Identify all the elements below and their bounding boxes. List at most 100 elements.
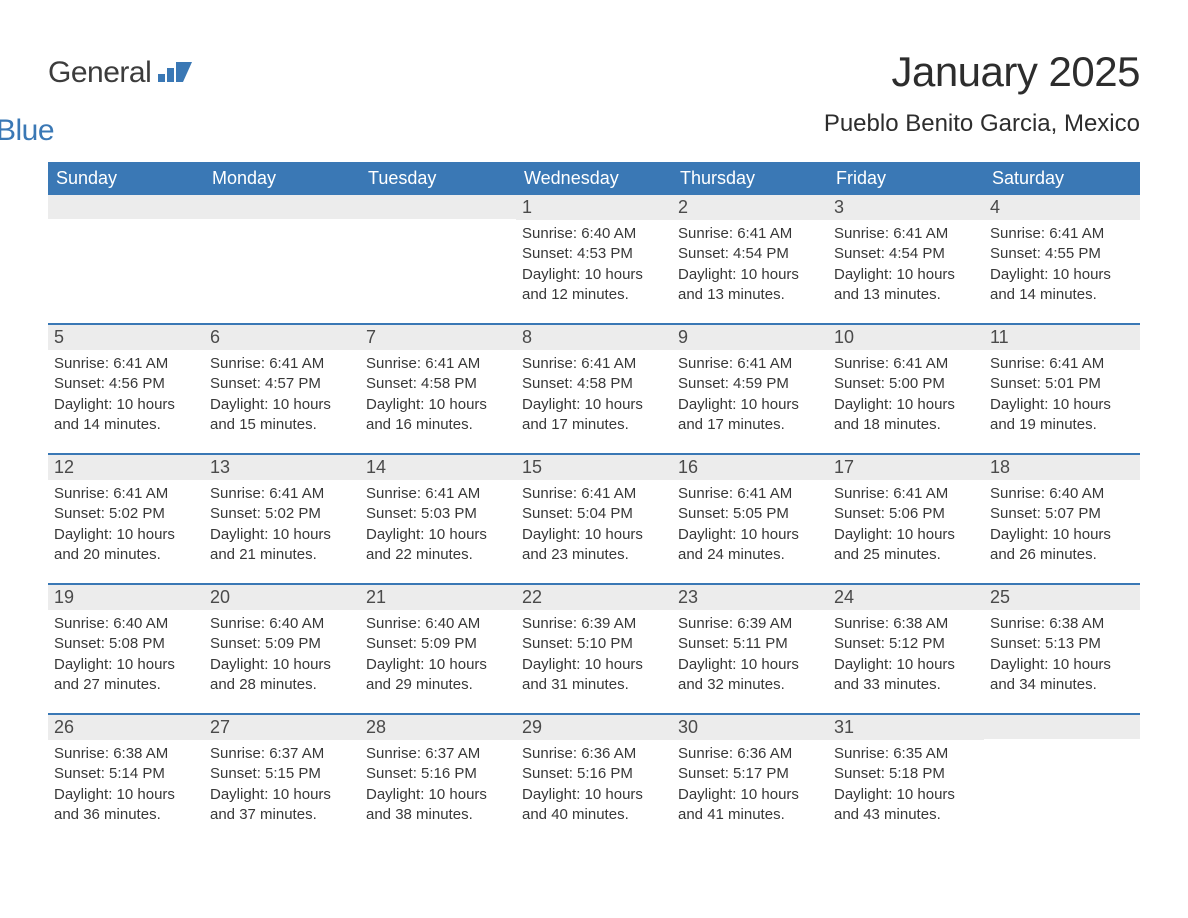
day-details: Sunrise: 6:41 AMSunset: 5:03 PMDaylight:… [360,480,516,569]
daylight-text: Daylight: 10 hours and 14 minutes. [54,395,198,436]
day-cell: 24Sunrise: 6:38 AMSunset: 5:12 PMDayligh… [828,585,984,713]
logo-text-general: General [48,56,151,89]
day-number: 31 [828,715,984,740]
day-cell: 8Sunrise: 6:41 AMSunset: 4:58 PMDaylight… [516,325,672,453]
day-cell [48,195,204,323]
sunrise-text: Sunrise: 6:41 AM [678,484,822,504]
sunrise-text: Sunrise: 6:41 AM [990,224,1134,244]
sunset-text: Sunset: 5:08 PM [54,634,198,654]
day-details: Sunrise: 6:37 AMSunset: 5:16 PMDaylight:… [360,740,516,829]
daylight-text: Daylight: 10 hours and 36 minutes. [54,785,198,826]
day-details: Sunrise: 6:41 AMSunset: 4:58 PMDaylight:… [516,350,672,439]
daylight-text: Daylight: 10 hours and 31 minutes. [522,655,666,696]
sunset-text: Sunset: 5:02 PM [54,504,198,524]
dayhead-wednesday: Wednesday [516,162,672,195]
day-number: 21 [360,585,516,610]
logo-line1: General [48,56,192,90]
sunrise-text: Sunrise: 6:38 AM [834,614,978,634]
day-number: 23 [672,585,828,610]
sunrise-text: Sunrise: 6:41 AM [834,224,978,244]
day-cell [204,195,360,323]
day-header-row: Sunday Monday Tuesday Wednesday Thursday… [48,162,1140,195]
day-details: Sunrise: 6:40 AMSunset: 5:09 PMDaylight:… [360,610,516,699]
day-cell: 1Sunrise: 6:40 AMSunset: 4:53 PMDaylight… [516,195,672,323]
day-cell: 26Sunrise: 6:38 AMSunset: 5:14 PMDayligh… [48,715,204,843]
day-cell: 19Sunrise: 6:40 AMSunset: 5:08 PMDayligh… [48,585,204,713]
day-cell: 27Sunrise: 6:37 AMSunset: 5:15 PMDayligh… [204,715,360,843]
daylight-text: Daylight: 10 hours and 38 minutes. [366,785,510,826]
day-number: 4 [984,195,1140,220]
daylight-text: Daylight: 10 hours and 14 minutes. [990,265,1134,306]
sunset-text: Sunset: 5:07 PM [990,504,1134,524]
day-cell: 16Sunrise: 6:41 AMSunset: 5:05 PMDayligh… [672,455,828,583]
logo-text-blue: Blue [0,114,192,148]
sunset-text: Sunset: 5:15 PM [210,764,354,784]
sunrise-text: Sunrise: 6:38 AM [54,744,198,764]
day-cell: 12Sunrise: 6:41 AMSunset: 5:02 PMDayligh… [48,455,204,583]
sunset-text: Sunset: 5:03 PM [366,504,510,524]
day-number: 13 [204,455,360,480]
sunrise-text: Sunrise: 6:41 AM [678,354,822,374]
sunrise-text: Sunrise: 6:41 AM [366,354,510,374]
weeks-container: 1Sunrise: 6:40 AMSunset: 4:53 PMDaylight… [48,195,1140,843]
sunrise-text: Sunrise: 6:41 AM [522,354,666,374]
day-number: 7 [360,325,516,350]
daylight-text: Daylight: 10 hours and 33 minutes. [834,655,978,696]
day-cell: 7Sunrise: 6:41 AMSunset: 4:58 PMDaylight… [360,325,516,453]
day-number: 2 [672,195,828,220]
daylight-text: Daylight: 10 hours and 27 minutes. [54,655,198,696]
day-number: 14 [360,455,516,480]
sunrise-text: Sunrise: 6:41 AM [54,484,198,504]
day-cell: 18Sunrise: 6:40 AMSunset: 5:07 PMDayligh… [984,455,1140,583]
sunset-text: Sunset: 4:58 PM [522,374,666,394]
week-row: 12Sunrise: 6:41 AMSunset: 5:02 PMDayligh… [48,453,1140,583]
day-cell: 11Sunrise: 6:41 AMSunset: 5:01 PMDayligh… [984,325,1140,453]
dayhead-friday: Friday [828,162,984,195]
day-details: Sunrise: 6:41 AMSunset: 5:02 PMDaylight:… [204,480,360,569]
day-cell: 28Sunrise: 6:37 AMSunset: 5:16 PMDayligh… [360,715,516,843]
calendar: Sunday Monday Tuesday Wednesday Thursday… [48,162,1140,843]
day-details: Sunrise: 6:41 AMSunset: 5:04 PMDaylight:… [516,480,672,569]
sunrise-text: Sunrise: 6:36 AM [678,744,822,764]
day-details [204,219,360,227]
dayhead-sunday: Sunday [48,162,204,195]
day-details: Sunrise: 6:41 AMSunset: 4:55 PMDaylight:… [984,220,1140,309]
sunrise-text: Sunrise: 6:40 AM [54,614,198,634]
day-details: Sunrise: 6:39 AMSunset: 5:10 PMDaylight:… [516,610,672,699]
day-details: Sunrise: 6:36 AMSunset: 5:16 PMDaylight:… [516,740,672,829]
sunset-text: Sunset: 5:02 PM [210,504,354,524]
day-number: 16 [672,455,828,480]
day-number [204,195,360,219]
sunset-text: Sunset: 5:10 PM [522,634,666,654]
daylight-text: Daylight: 10 hours and 18 minutes. [834,395,978,436]
daylight-text: Daylight: 10 hours and 34 minutes. [990,655,1134,696]
day-cell: 31Sunrise: 6:35 AMSunset: 5:18 PMDayligh… [828,715,984,843]
sunset-text: Sunset: 5:09 PM [366,634,510,654]
sunrise-text: Sunrise: 6:41 AM [366,484,510,504]
day-details: Sunrise: 6:41 AMSunset: 5:06 PMDaylight:… [828,480,984,569]
day-cell [360,195,516,323]
day-number: 6 [204,325,360,350]
day-number: 24 [828,585,984,610]
week-row: 1Sunrise: 6:40 AMSunset: 4:53 PMDaylight… [48,195,1140,323]
day-number: 18 [984,455,1140,480]
day-details: Sunrise: 6:40 AMSunset: 5:09 PMDaylight:… [204,610,360,699]
dayhead-thursday: Thursday [672,162,828,195]
day-details: Sunrise: 6:38 AMSunset: 5:12 PMDaylight:… [828,610,984,699]
day-details [48,219,204,227]
day-cell: 22Sunrise: 6:39 AMSunset: 5:10 PMDayligh… [516,585,672,713]
day-details: Sunrise: 6:40 AMSunset: 4:53 PMDaylight:… [516,220,672,309]
day-cell: 29Sunrise: 6:36 AMSunset: 5:16 PMDayligh… [516,715,672,843]
sunrise-text: Sunrise: 6:41 AM [990,354,1134,374]
daylight-text: Daylight: 10 hours and 17 minutes. [522,395,666,436]
sunset-text: Sunset: 5:17 PM [678,764,822,784]
sunset-text: Sunset: 4:53 PM [522,244,666,264]
daylight-text: Daylight: 10 hours and 22 minutes. [366,525,510,566]
sunrise-text: Sunrise: 6:41 AM [210,484,354,504]
day-cell: 5Sunrise: 6:41 AMSunset: 4:56 PMDaylight… [48,325,204,453]
title-block: January 2025 Pueblo Benito Garcia, Mexic… [824,48,1140,138]
day-cell: 4Sunrise: 6:41 AMSunset: 4:55 PMDaylight… [984,195,1140,323]
dayhead-monday: Monday [204,162,360,195]
sunrise-text: Sunrise: 6:39 AM [678,614,822,634]
sunset-text: Sunset: 5:16 PM [366,764,510,784]
